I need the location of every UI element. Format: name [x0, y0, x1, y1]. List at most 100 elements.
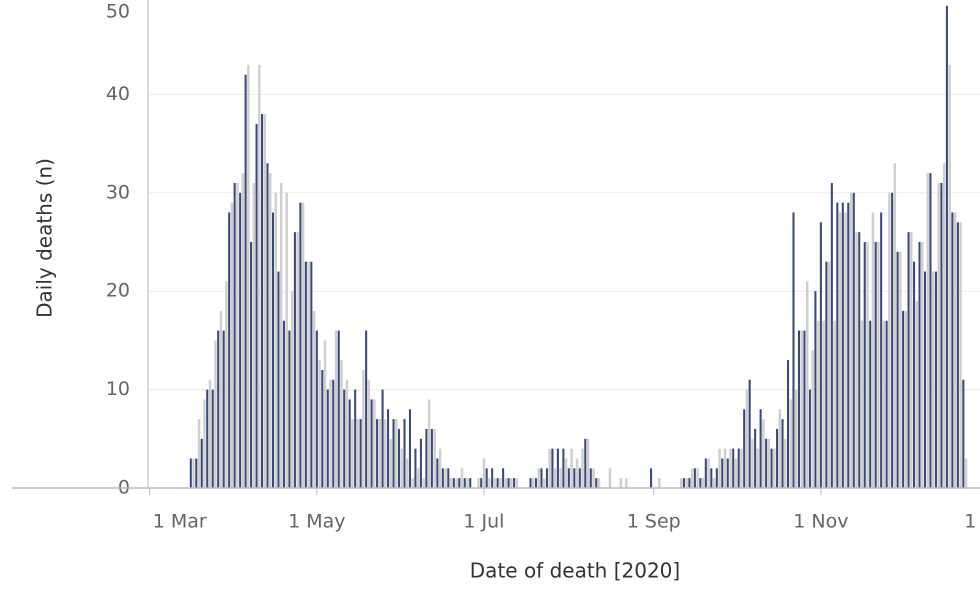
bar	[781, 419, 784, 488]
bar	[608, 468, 612, 488]
bar	[362, 369, 365, 488]
bar	[337, 330, 340, 488]
bar	[923, 271, 927, 488]
bar	[425, 428, 428, 488]
bar	[449, 478, 453, 488]
bar	[214, 340, 217, 488]
bar	[504, 478, 508, 488]
bar	[679, 478, 683, 488]
bar	[491, 468, 494, 488]
bar	[540, 468, 543, 488]
bar	[718, 448, 721, 488]
bar	[759, 409, 762, 488]
bar	[189, 458, 192, 488]
bar	[589, 468, 592, 488]
bar	[751, 438, 754, 488]
bar	[575, 458, 579, 488]
bar	[548, 448, 551, 488]
bar	[332, 379, 335, 488]
bar	[318, 360, 321, 488]
bar	[419, 438, 422, 488]
bar	[688, 478, 691, 488]
bar	[222, 330, 225, 488]
bar	[888, 192, 891, 489]
bar	[595, 478, 598, 488]
bar	[293, 232, 296, 488]
bar	[329, 379, 332, 488]
bar	[833, 320, 836, 488]
bar	[482, 458, 486, 488]
bar	[356, 419, 360, 488]
bar	[534, 478, 538, 488]
bar	[219, 310, 223, 488]
bar	[650, 468, 653, 488]
bar	[334, 330, 338, 488]
bar	[562, 448, 565, 488]
bar	[748, 379, 751, 488]
bar	[948, 64, 951, 488]
bar	[844, 212, 847, 489]
bar	[800, 330, 803, 488]
bar	[696, 468, 699, 488]
bar	[559, 468, 562, 488]
bar	[951, 212, 954, 489]
bar	[469, 478, 472, 488]
bar	[485, 468, 488, 488]
bar	[373, 399, 376, 488]
bar	[343, 389, 346, 488]
bar	[510, 478, 513, 488]
bar	[754, 428, 757, 488]
y-axis-title: Daily deaths (n)	[33, 158, 57, 318]
bar	[274, 192, 277, 489]
bar	[203, 399, 206, 488]
bar	[882, 320, 886, 488]
bar	[953, 212, 957, 489]
bar	[430, 428, 433, 488]
bar	[838, 212, 842, 489]
bar	[532, 478, 535, 488]
bar	[241, 173, 245, 488]
bar	[869, 320, 872, 488]
bar	[438, 448, 442, 488]
bar	[592, 468, 595, 488]
bar	[786, 360, 790, 488]
bar	[384, 419, 387, 488]
y-tick-label: 50	[106, 1, 130, 23]
bar	[239, 192, 242, 489]
bar	[855, 232, 858, 488]
bar	[301, 202, 305, 488]
bar	[819, 222, 822, 488]
bar	[732, 448, 735, 488]
bar	[849, 192, 853, 489]
bar	[315, 330, 318, 488]
bar	[795, 389, 798, 488]
bar	[411, 478, 414, 488]
bar	[310, 261, 313, 488]
bar	[962, 379, 965, 488]
bar	[537, 468, 540, 488]
bar	[830, 182, 833, 488]
bar	[866, 242, 869, 488]
bar	[885, 320, 888, 488]
bar	[808, 389, 811, 488]
bar	[452, 478, 455, 488]
bar	[789, 399, 792, 488]
bar	[805, 281, 809, 488]
bar	[326, 389, 329, 488]
bar	[929, 173, 932, 488]
bar	[756, 448, 760, 488]
bar	[211, 389, 214, 488]
bar	[597, 478, 601, 488]
bar	[367, 379, 371, 488]
bar	[381, 389, 384, 488]
bar	[378, 419, 382, 488]
bar	[959, 222, 962, 488]
bar	[279, 182, 283, 488]
bar	[261, 114, 264, 488]
bar	[395, 419, 398, 488]
bar	[195, 458, 198, 488]
bar	[282, 320, 285, 488]
bar	[422, 478, 425, 488]
bar	[499, 478, 502, 488]
bar	[841, 202, 844, 488]
